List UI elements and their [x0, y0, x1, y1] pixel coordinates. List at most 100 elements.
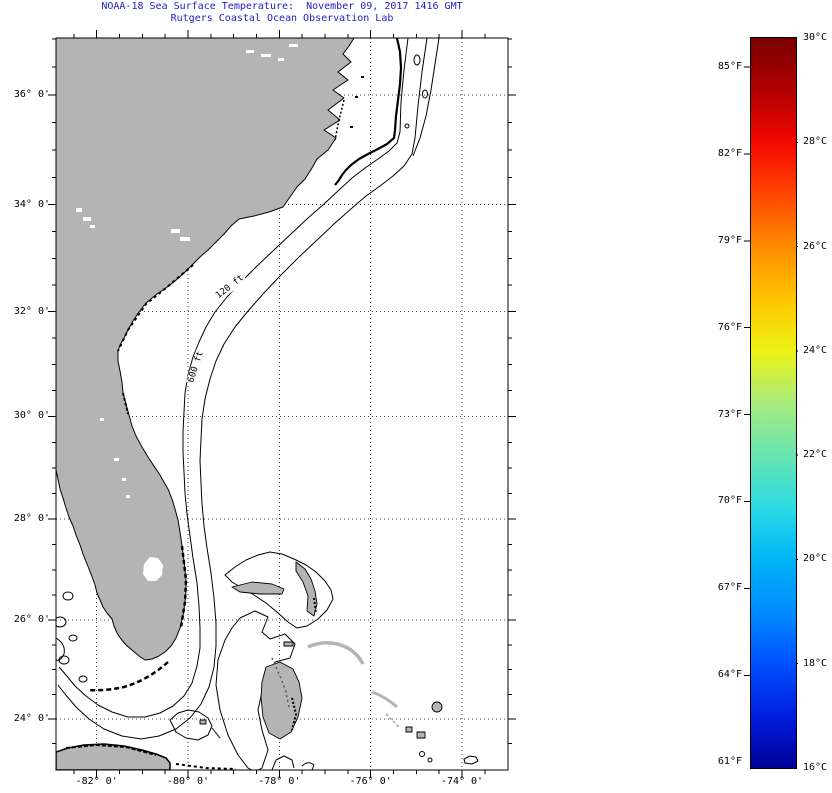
great-bahama-bank	[215, 610, 296, 770]
colorbar-celsius-label: 16°C	[803, 762, 828, 773]
south-bank-blob	[271, 755, 295, 770]
inland-lakes	[76, 44, 298, 581]
colorbar-fahrenheit-label: 79°F	[717, 234, 742, 246]
lon-tick-label: -82° 0'	[75, 776, 118, 787]
lake	[76, 208, 82, 212]
gulf-contour-blob	[56, 616, 67, 628]
colorbar-fahrenheit-label: 70°F	[717, 495, 742, 507]
cuba-keys	[175, 763, 237, 770]
map-frame	[55, 37, 509, 771]
contour-600ft	[57, 38, 428, 740]
colorbar-celsius-label: 26°C	[803, 240, 828, 252]
sound-islets	[350, 76, 364, 128]
contour-shelf-line	[412, 38, 440, 157]
axis-tick-marks	[48, 30, 516, 778]
colorbar-celsius-label: 18°C	[803, 657, 828, 669]
lake	[126, 495, 130, 498]
little-bahama-bank	[224, 551, 334, 629]
lat-tick-label: 30° 0'	[13, 410, 50, 422]
gulf-contour-blob	[62, 591, 74, 601]
bimini-island	[199, 719, 207, 725]
lake	[100, 418, 104, 421]
lake	[180, 237, 190, 241]
bimini-tail	[211, 727, 221, 739]
lon-tick-label: -76° 0'	[349, 776, 392, 787]
lake-okeechobee	[143, 557, 163, 581]
colorbar-fahrenheit-label: 64°F	[717, 669, 742, 681]
gulf-contour-blob	[58, 655, 70, 665]
colorbar-fahrenheit-label: 67°F	[717, 582, 742, 594]
gulf-contour-squiggle	[56, 637, 65, 661]
cat-island	[371, 690, 399, 709]
lon-tick-label: -74° 0'	[440, 776, 484, 787]
abaco-island	[295, 561, 318, 617]
cay-island	[405, 726, 413, 733]
island-group	[199, 561, 443, 740]
contour-loop	[413, 54, 421, 66]
andros-speckle	[291, 697, 297, 731]
colorbar-fahrenheit-label: 61°F	[717, 756, 742, 768]
colorbar-celsius-label: 30°C	[803, 32, 828, 43]
graticule-grid	[56, 38, 508, 770]
coast-speckles	[117, 264, 317, 731]
lake	[83, 217, 91, 221]
ga-sc-marsh-speckle	[117, 264, 194, 352]
bottom-island-outline	[463, 755, 479, 765]
grand-bahama-island	[231, 581, 285, 595]
lat-tick-label: 36° 0'	[13, 89, 50, 100]
eleuthera-island	[307, 641, 365, 665]
south-bank-blob	[301, 762, 315, 770]
outer-banks-barrier	[334, 38, 403, 186]
lake	[171, 229, 180, 233]
se-florida-speckle	[179, 545, 188, 628]
lat-tick-label: 24° 0'	[13, 713, 50, 724]
lon-tick-label: -78° 0'	[258, 776, 301, 787]
lake	[289, 44, 298, 47]
long-island-chain	[385, 713, 401, 729]
colorbar-celsius-label: 20°C	[803, 553, 828, 565]
bimini-bank	[169, 709, 213, 741]
florida-keys	[87, 661, 169, 692]
mainland-land	[56, 38, 355, 661]
colorbar-celsius-label: 24°C	[803, 344, 828, 356]
abaco-speckle	[313, 597, 317, 615]
bathymetry-contours	[56, 38, 440, 740]
cay-island	[431, 701, 443, 713]
lake	[122, 478, 126, 481]
ne-florida-speckle	[122, 392, 129, 415]
temperature-colorbar	[750, 37, 797, 769]
bahama-banks	[169, 551, 479, 770]
contour-loop	[422, 89, 428, 99]
lat-tick-label: 32° 0'	[13, 305, 50, 317]
map-title: NOAA-18 Sea Surface Temperature: Novembe…	[101, 1, 463, 12]
gulf-contour-blob	[68, 634, 78, 642]
colorbar-celsius-label: 22°C	[803, 449, 828, 461]
lake	[278, 58, 284, 61]
new-providence-island	[283, 641, 294, 647]
colorbar-fahrenheit-label: 73°F	[717, 408, 742, 420]
lake	[246, 50, 254, 53]
small-cay-outline	[427, 757, 433, 763]
lake	[114, 458, 119, 461]
lat-tick-label: 26° 0'	[13, 613, 50, 625]
lon-tick-label: -80° 0'	[166, 776, 210, 787]
thin-island-chains	[307, 641, 401, 729]
cuba-coast-speckle	[65, 744, 157, 756]
contour-loop	[404, 123, 410, 129]
colorbar-fahrenheit-label: 76°F	[717, 321, 742, 333]
lake	[261, 54, 271, 57]
lake	[90, 225, 95, 228]
sound-marsh-speckle	[334, 99, 345, 141]
lat-tick-label: 34° 0'	[13, 198, 50, 210]
contour-120ft	[58, 38, 409, 718]
colorbar-fahrenheit-label: 85°F	[717, 60, 742, 72]
map-subtitle: Rutgers Coastal Ocean Observation Lab	[170, 13, 394, 24]
andros-island	[260, 661, 303, 740]
lat-tick-label: 28° 0'	[13, 513, 50, 525]
small-cay-outline	[419, 751, 425, 757]
colorbar-celsius-label: 28°C	[803, 136, 828, 148]
colorbar-fahrenheit-label: 82°F	[717, 147, 742, 159]
cay-island	[416, 731, 426, 739]
